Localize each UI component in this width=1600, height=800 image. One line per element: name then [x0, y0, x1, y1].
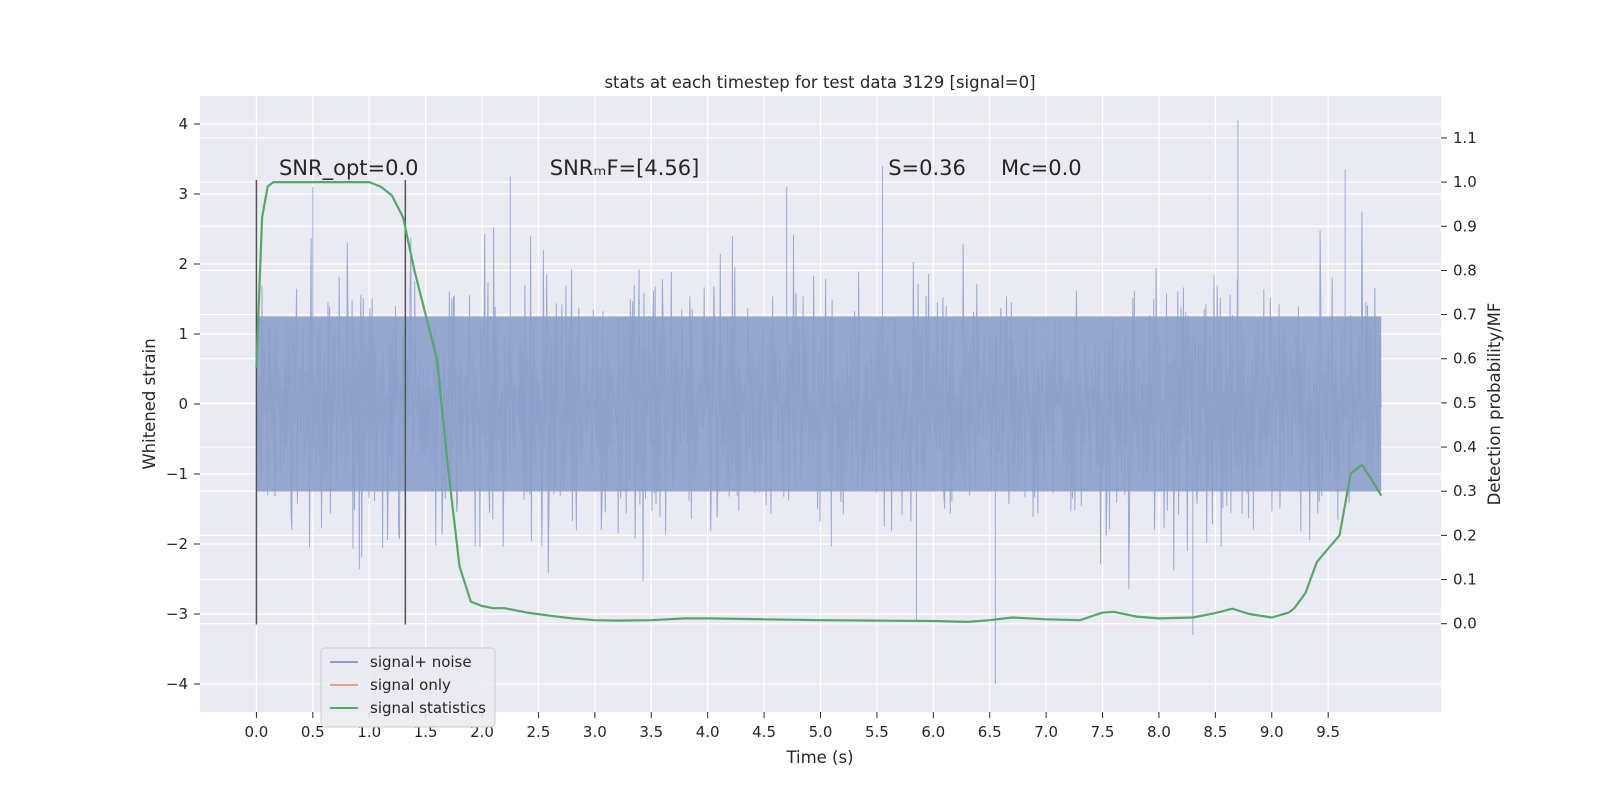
y2-tick-label: 1.0 [1453, 173, 1477, 191]
x-tick-label: 0.5 [301, 723, 325, 741]
noise-trace [255, 120, 1382, 684]
y-tick-label: −3 [166, 605, 188, 623]
legend-label-signal-noise: signal+ noise [370, 653, 472, 671]
y2-tick-label: 0.4 [1453, 438, 1477, 456]
annotation-text: SNR_opt=0.0 [279, 156, 419, 181]
x-tick-label: 9.5 [1316, 723, 1340, 741]
y2-tick-label: 0.0 [1453, 615, 1477, 633]
x-tick-label: 5.0 [809, 723, 833, 741]
y-tick-label: −1 [166, 465, 188, 483]
y2-tick-label: 0.8 [1453, 261, 1477, 279]
y-tick-label: −2 [166, 535, 188, 553]
y-tick-label: 0 [178, 395, 188, 413]
x-tick-label: 8.5 [1203, 723, 1227, 741]
x-tick-label: 3.0 [583, 723, 607, 741]
vertical-markers [255, 180, 407, 625]
x-tick-label: 7.0 [1034, 723, 1058, 741]
y2-axis-label: Detection probability/MF [1485, 303, 1504, 506]
legend-box [320, 647, 496, 728]
y-tick-label: 1 [178, 325, 188, 343]
y2-tick-label: 0.9 [1453, 217, 1477, 235]
x-axis-label: Time (s) [785, 748, 853, 767]
y-tick-label: 3 [178, 185, 188, 203]
x-tick-label: 7.5 [1091, 723, 1115, 741]
noise-series [255, 120, 1382, 684]
y-tick-label: −4 [166, 675, 188, 693]
annotation-text: S=0.36 [888, 156, 966, 180]
y2-tick-label: 0.5 [1453, 394, 1477, 412]
y2-tick-label: 0.3 [1453, 482, 1477, 500]
signal-statistics-line [255, 181, 1383, 624]
legend-label-signal-only: signal only [370, 676, 451, 694]
x-tick-label: 3.5 [639, 723, 663, 741]
y2-tick-label: 0.2 [1453, 526, 1477, 544]
y-tick-label: 2 [178, 255, 188, 273]
legend-label-signal-statistics: signal statistics [370, 699, 486, 717]
x-tick-label: 6.5 [978, 723, 1002, 741]
x-tick-label: 4.5 [752, 723, 776, 741]
y2-tick-label: 0.7 [1453, 306, 1477, 324]
x-tick-label: 5.5 [865, 723, 889, 741]
y-axis-ticks: 4 3 2 1 0 −1 −2 −3 −4 [166, 115, 200, 693]
annotations: SNR_opt=0.0 SNRₘF=[4.56] S=0.36 Mᴄ=0.0 [279, 156, 1082, 181]
annotation-text: Mᴄ=0.0 [1001, 156, 1082, 180]
y-tick-label: 4 [178, 115, 188, 133]
x-tick-label: 2.5 [527, 723, 551, 741]
x-tick-label: 0.0 [244, 723, 268, 741]
x-tick-label: 6.0 [921, 723, 945, 741]
annotation-text: SNRₘF=[4.56] [550, 156, 700, 180]
x-tick-label: 8.0 [1147, 723, 1171, 741]
statistics-series [255, 181, 1383, 624]
legend: signal+ noise signal only signal statist… [320, 647, 496, 728]
y2-tick-label: 1.1 [1453, 129, 1477, 147]
y2-axis-ticks: 1.1 1.0 0.9 0.8 0.7 0.6 0.5 0.4 0.3 0.2 0.1 0.0 [1441, 129, 1477, 633]
y2-tick-label: 0.6 [1453, 350, 1477, 368]
chart-title: stats at each timestep for test data 312… [604, 73, 1035, 92]
x-tick-label: 4.0 [696, 723, 720, 741]
x-tick-label: 9.0 [1260, 723, 1284, 741]
y2-tick-label: 0.1 [1453, 571, 1477, 589]
y-axis-label: Whitened strain [140, 338, 159, 469]
